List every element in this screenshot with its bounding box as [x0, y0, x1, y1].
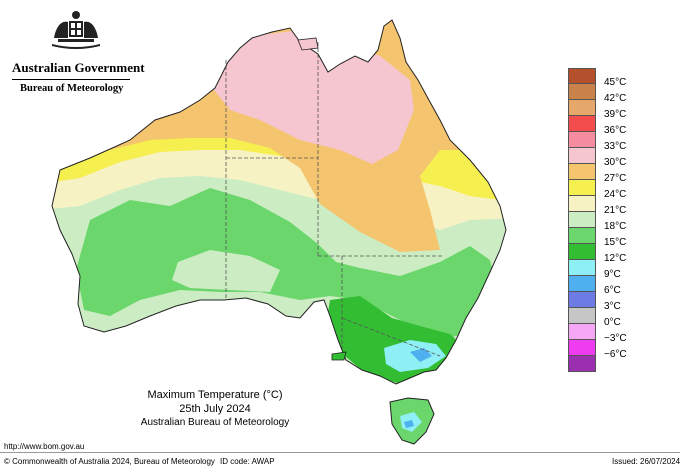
- legend-label: 6°C: [604, 285, 621, 296]
- footer-url[interactable]: http://www.bom.gov.au: [4, 442, 85, 451]
- zone-6c: [410, 348, 432, 362]
- legend-label: 12°C: [604, 253, 627, 264]
- legend-swatch: [568, 196, 596, 212]
- legend-label: 27°C: [604, 173, 627, 184]
- legend-entry: 0°C: [568, 308, 648, 328]
- legend-entry: 30°C: [568, 148, 648, 168]
- legend-entry: −6°C: [568, 340, 648, 360]
- legend-swatch: [568, 100, 596, 116]
- logo-divider: [12, 79, 130, 80]
- legend-label: 42°C: [604, 93, 627, 104]
- legend-swatch: [568, 228, 596, 244]
- footer-divider: [0, 452, 680, 453]
- map-caption: Maximum Temperature (°C) 25th July 2024 …: [130, 388, 300, 430]
- legend-label: 39°C: [604, 109, 627, 120]
- legend-swatch: [568, 68, 596, 84]
- legend-entry: 12°C: [568, 244, 648, 264]
- legend-swatch: [568, 116, 596, 132]
- legend-entry: 27°C: [568, 164, 648, 184]
- legend-swatch: [568, 164, 596, 180]
- footer-issued: Issued: 26/07/2024: [612, 457, 680, 466]
- footer-id-code: ID code: AWAP: [220, 457, 275, 466]
- legend-label: −6°C: [604, 349, 627, 360]
- legend-label: −3°C: [604, 333, 627, 344]
- tasmania-coldest-zone: [404, 420, 414, 428]
- government-logo: Australian Government Bureau of Meteorol…: [8, 8, 145, 98]
- legend-entry: 18°C: [568, 212, 648, 232]
- legend-entry: [568, 356, 648, 372]
- legend-label: 33°C: [604, 141, 627, 152]
- legend-label: 30°C: [604, 157, 627, 168]
- legend-swatch: [568, 84, 596, 100]
- legend-entry: 24°C: [568, 180, 648, 200]
- coat-of-arms-icon: [52, 11, 100, 49]
- legend-swatch: [568, 212, 596, 228]
- legend-swatch: [568, 244, 596, 260]
- kangaroo-island: [331, 351, 347, 361]
- legend-entry: 3°C: [568, 292, 648, 312]
- legend-label: 15°C: [604, 237, 627, 248]
- legend-swatch: [568, 308, 596, 324]
- legend-label: 18°C: [604, 221, 627, 232]
- map-source: Australian Bureau of Meteorology: [140, 417, 290, 428]
- bureau-name: Bureau of Meteorology: [20, 83, 124, 94]
- legend-swatch: [568, 276, 596, 292]
- legend-entry: 33°C: [568, 132, 648, 152]
- legend-entry: 39°C: [568, 100, 648, 120]
- map-title: Maximum Temperature (°C): [147, 389, 283, 401]
- footer-copyright: © Commonwealth of Australia 2024, Bureau…: [4, 457, 215, 466]
- legend-swatch: [568, 340, 596, 356]
- legend-entry: −3°C: [568, 324, 648, 344]
- legend-label: 36°C: [604, 125, 627, 136]
- legend-label: 0°C: [604, 317, 621, 328]
- legend-entry: 21°C: [568, 196, 648, 216]
- legend-entry: 9°C: [568, 260, 648, 280]
- legend-swatch: [568, 132, 596, 148]
- legend-swatch: [568, 292, 596, 308]
- legend-swatch: [568, 180, 596, 196]
- zone-30c: [214, 30, 414, 164]
- legend-swatch: [568, 260, 596, 276]
- legend-swatch: [568, 324, 596, 340]
- temperature-legend: 45°C 42°C 39°C 36°C 33°C 30°C 27°C 24°C 21°C 18°C…: [568, 68, 648, 372]
- legend-label: 9°C: [604, 269, 621, 280]
- legend-entry: 6°C: [568, 276, 648, 296]
- legend-entry: 45°C: [568, 68, 648, 88]
- legend-entry: 36°C: [568, 116, 648, 136]
- map-date: 25th July 2024: [179, 403, 251, 415]
- zone-15c: [76, 188, 500, 340]
- legend-swatch: [568, 356, 596, 372]
- border-nsw-vic: [341, 317, 441, 357]
- legend-label: 21°C: [604, 205, 627, 216]
- legend-label: 24°C: [604, 189, 627, 200]
- state-borders: [225, 42, 442, 357]
- legend-label: 3°C: [604, 301, 621, 312]
- legend-entry: 15°C: [568, 228, 648, 248]
- legend-label: 45°C: [604, 77, 627, 88]
- government-name: Australian Government: [12, 60, 145, 75]
- tiwi-islands: [297, 37, 319, 51]
- legend-entry: 42°C: [568, 84, 648, 104]
- legend-swatch: [568, 148, 596, 164]
